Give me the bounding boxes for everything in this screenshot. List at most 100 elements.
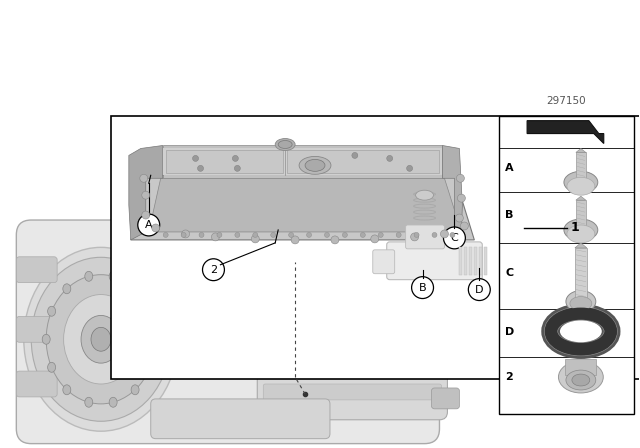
Bar bbox=[576, 200, 586, 228]
Circle shape bbox=[371, 235, 379, 243]
Circle shape bbox=[202, 259, 225, 280]
Ellipse shape bbox=[559, 361, 604, 393]
Bar bbox=[575, 248, 587, 301]
FancyBboxPatch shape bbox=[17, 316, 57, 342]
Ellipse shape bbox=[415, 190, 433, 200]
Bar bbox=[499, 116, 634, 414]
FancyBboxPatch shape bbox=[151, 399, 330, 439]
Bar bbox=[565, 359, 596, 375]
Polygon shape bbox=[131, 175, 474, 240]
FancyBboxPatch shape bbox=[431, 306, 460, 327]
Bar bbox=[479, 247, 483, 275]
Bar bbox=[469, 247, 472, 275]
FancyBboxPatch shape bbox=[387, 242, 483, 280]
FancyBboxPatch shape bbox=[17, 371, 57, 397]
Ellipse shape bbox=[109, 271, 117, 281]
Ellipse shape bbox=[42, 334, 50, 344]
Circle shape bbox=[458, 194, 465, 202]
Text: A: A bbox=[145, 220, 152, 230]
Polygon shape bbox=[163, 146, 442, 178]
Circle shape bbox=[440, 230, 449, 238]
Ellipse shape bbox=[63, 284, 71, 294]
FancyBboxPatch shape bbox=[263, 340, 442, 356]
Ellipse shape bbox=[560, 320, 602, 342]
Ellipse shape bbox=[147, 362, 154, 372]
Circle shape bbox=[387, 155, 393, 161]
Circle shape bbox=[342, 233, 348, 237]
Circle shape bbox=[142, 191, 150, 199]
Bar bbox=[460, 247, 462, 275]
Circle shape bbox=[289, 233, 294, 237]
FancyBboxPatch shape bbox=[431, 388, 460, 409]
Circle shape bbox=[140, 174, 148, 182]
Circle shape bbox=[232, 155, 238, 161]
Circle shape bbox=[253, 233, 258, 237]
Ellipse shape bbox=[46, 275, 156, 404]
Text: 1: 1 bbox=[571, 221, 580, 234]
Circle shape bbox=[291, 236, 299, 244]
Circle shape bbox=[450, 233, 455, 237]
Ellipse shape bbox=[131, 385, 139, 395]
Circle shape bbox=[411, 233, 419, 241]
Circle shape bbox=[352, 152, 358, 159]
Circle shape bbox=[360, 233, 365, 237]
Ellipse shape bbox=[564, 219, 598, 241]
Circle shape bbox=[138, 214, 160, 236]
Polygon shape bbox=[287, 151, 440, 173]
Polygon shape bbox=[442, 146, 462, 232]
Polygon shape bbox=[129, 146, 163, 240]
Ellipse shape bbox=[24, 247, 178, 431]
Polygon shape bbox=[527, 121, 604, 143]
Ellipse shape bbox=[81, 315, 121, 363]
FancyBboxPatch shape bbox=[406, 225, 444, 249]
Bar bbox=[474, 247, 477, 275]
Circle shape bbox=[271, 233, 276, 237]
Ellipse shape bbox=[84, 271, 93, 281]
Circle shape bbox=[444, 227, 465, 249]
FancyBboxPatch shape bbox=[263, 275, 442, 291]
Bar bbox=[576, 152, 586, 180]
Circle shape bbox=[406, 165, 413, 171]
Text: B: B bbox=[419, 283, 426, 293]
Polygon shape bbox=[163, 148, 442, 175]
Text: D: D bbox=[505, 327, 515, 337]
Circle shape bbox=[307, 233, 312, 237]
Circle shape bbox=[234, 165, 241, 171]
FancyBboxPatch shape bbox=[431, 265, 460, 286]
Ellipse shape bbox=[572, 374, 590, 386]
Circle shape bbox=[324, 233, 330, 237]
FancyBboxPatch shape bbox=[263, 362, 442, 378]
Circle shape bbox=[331, 236, 339, 244]
Ellipse shape bbox=[567, 177, 595, 195]
Circle shape bbox=[456, 214, 463, 222]
FancyBboxPatch shape bbox=[263, 319, 442, 334]
Polygon shape bbox=[576, 196, 586, 200]
Ellipse shape bbox=[543, 306, 619, 356]
Ellipse shape bbox=[278, 141, 292, 148]
Ellipse shape bbox=[566, 291, 596, 312]
Circle shape bbox=[414, 233, 419, 237]
Circle shape bbox=[193, 155, 198, 161]
Text: C: C bbox=[451, 233, 458, 243]
Circle shape bbox=[468, 279, 490, 301]
Ellipse shape bbox=[152, 334, 160, 344]
Text: 2: 2 bbox=[210, 265, 217, 275]
Circle shape bbox=[163, 233, 168, 237]
Polygon shape bbox=[576, 148, 586, 152]
FancyBboxPatch shape bbox=[431, 351, 460, 372]
Ellipse shape bbox=[84, 397, 93, 407]
Ellipse shape bbox=[299, 156, 331, 174]
Bar bbox=[484, 247, 487, 275]
Circle shape bbox=[456, 174, 465, 182]
Text: D: D bbox=[475, 284, 484, 295]
Circle shape bbox=[432, 233, 437, 237]
Polygon shape bbox=[166, 151, 283, 173]
Ellipse shape bbox=[47, 362, 56, 372]
Circle shape bbox=[378, 233, 383, 237]
Polygon shape bbox=[575, 243, 587, 248]
Ellipse shape bbox=[91, 327, 111, 351]
Circle shape bbox=[460, 222, 468, 230]
Ellipse shape bbox=[566, 370, 596, 390]
Circle shape bbox=[412, 277, 433, 298]
Ellipse shape bbox=[47, 306, 56, 316]
